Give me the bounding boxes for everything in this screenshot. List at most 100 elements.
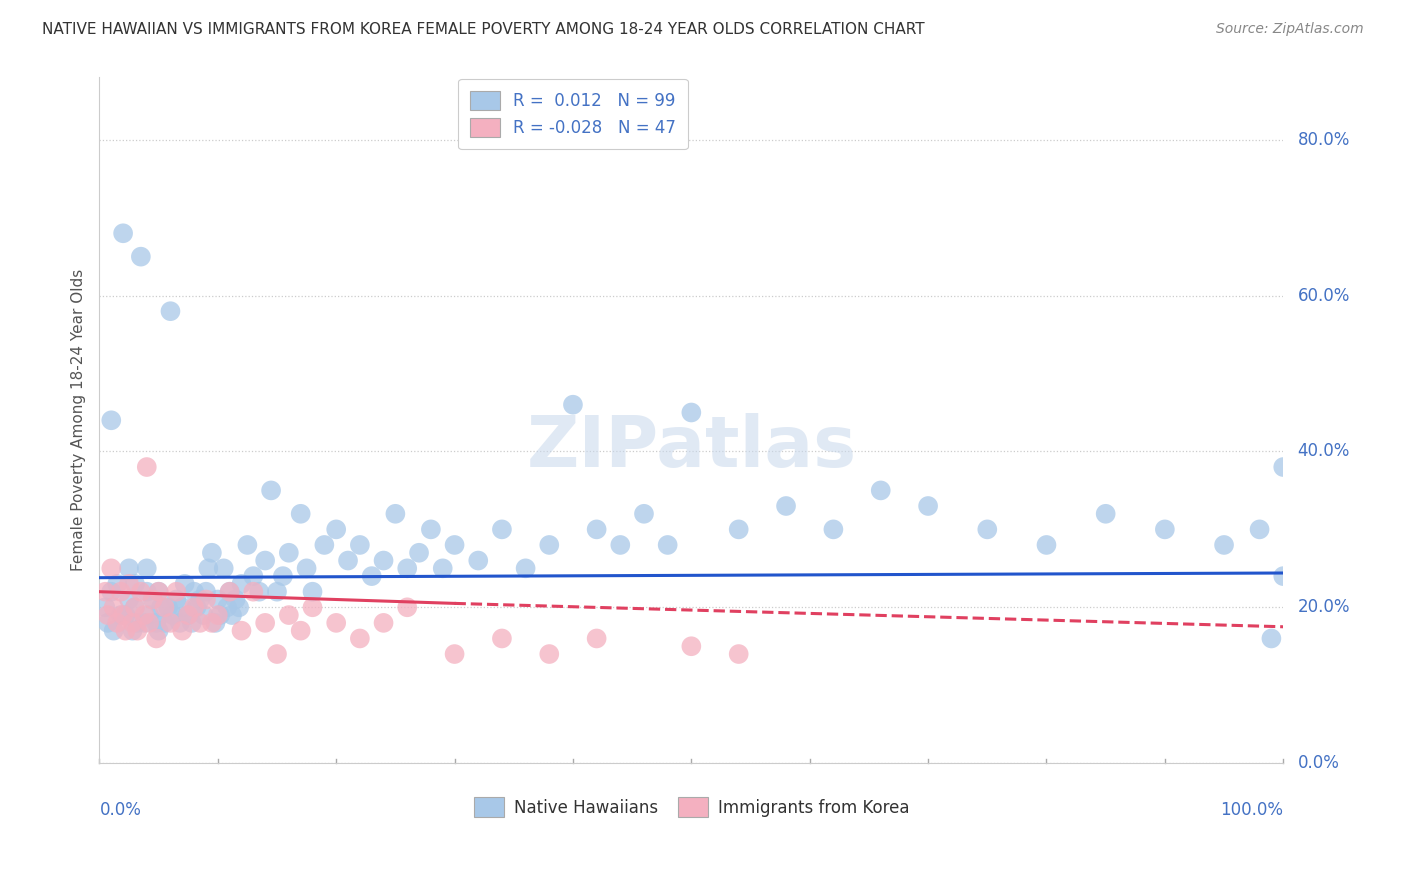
Point (217, 600, 239, 615)
Point (103, 624, 125, 638)
Point (325, 615, 347, 630)
Point (917, 499, 939, 513)
Point (183, 584, 205, 599)
Point (172, 624, 194, 638)
Point (148, 624, 170, 638)
Point (277, 546, 299, 560)
Point (373, 615, 395, 630)
Text: NATIVE HAWAIIAN VS IMMIGRANTS FROM KOREA FEMALE POVERTY AMONG 18-24 YEAR OLDS CO: NATIVE HAWAIIAN VS IMMIGRANTS FROM KOREA… (42, 22, 925, 37)
Point (165, 592, 187, 607)
Point (538, 538, 561, 552)
Point (124, 600, 146, 615)
Point (209, 608, 232, 623)
Point (135, 584, 157, 599)
Point (173, 577, 195, 591)
Point (121, 615, 143, 630)
Point (135, 460, 157, 475)
Point (145, 632, 167, 646)
Point (142, 592, 165, 607)
Point (103, 600, 125, 615)
Point (193, 608, 215, 623)
Point (633, 507, 655, 521)
Point (218, 584, 240, 599)
Point (1094, 507, 1116, 521)
Point (180, 615, 202, 630)
Point (290, 624, 312, 638)
Point (266, 584, 288, 599)
Point (254, 615, 277, 630)
Point (236, 538, 259, 552)
Point (349, 632, 371, 646)
Point (231, 577, 253, 591)
Point (681, 405, 703, 419)
Point (231, 624, 253, 638)
Point (100, 413, 122, 427)
Point (201, 546, 224, 560)
Point (443, 647, 465, 661)
Point (94, 600, 117, 615)
Text: 40.0%: 40.0% (1298, 442, 1350, 460)
Point (148, 584, 170, 599)
Point (491, 632, 513, 646)
Point (254, 553, 277, 567)
Point (1153, 522, 1175, 536)
Point (169, 615, 191, 630)
Point (124, 600, 146, 615)
Point (186, 600, 208, 615)
Point (396, 600, 419, 615)
Text: ZIPatlas: ZIPatlas (526, 413, 856, 483)
Point (145, 615, 167, 630)
Point (118, 592, 141, 607)
Point (150, 600, 173, 615)
Point (118, 561, 141, 575)
Point (129, 584, 152, 599)
Point (242, 584, 264, 599)
Point (124, 577, 146, 591)
Point (467, 553, 489, 567)
Point (112, 227, 135, 241)
Point (1272, 569, 1295, 583)
Point (301, 584, 323, 599)
Point (172, 600, 194, 615)
Point (159, 615, 181, 630)
Point (727, 647, 749, 661)
Point (100, 584, 122, 599)
Point (105, 615, 128, 630)
Text: 60.0%: 60.0% (1298, 286, 1350, 304)
Point (823, 522, 845, 536)
Point (118, 577, 141, 591)
Point (585, 522, 607, 536)
Point (491, 522, 513, 536)
Point (290, 507, 312, 521)
Point (165, 584, 187, 599)
Point (114, 624, 136, 638)
Point (207, 608, 229, 623)
Point (301, 600, 323, 615)
Point (112, 608, 135, 623)
Legend: Native Hawaiians, Immigrants from Korea: Native Hawaiians, Immigrants from Korea (467, 791, 915, 823)
Point (585, 632, 607, 646)
Y-axis label: Female Poverty Among 18-24 Year Olds: Female Poverty Among 18-24 Year Olds (72, 269, 86, 572)
Point (277, 608, 299, 623)
Point (443, 538, 465, 552)
Point (127, 624, 149, 638)
Point (197, 561, 219, 575)
Point (681, 639, 703, 653)
Point (314, 538, 336, 552)
Point (134, 615, 156, 630)
Point (396, 561, 419, 575)
Text: 20.0%: 20.0% (1298, 599, 1350, 616)
Point (148, 584, 170, 599)
Point (408, 546, 430, 560)
Point (138, 615, 160, 630)
Point (228, 600, 250, 615)
Point (94, 584, 117, 599)
Point (194, 592, 217, 607)
Point (384, 507, 406, 521)
Point (157, 600, 180, 615)
Point (105, 577, 128, 591)
Point (727, 522, 749, 536)
Point (218, 584, 240, 599)
Point (183, 600, 205, 615)
Text: 100.0%: 100.0% (1220, 801, 1284, 819)
